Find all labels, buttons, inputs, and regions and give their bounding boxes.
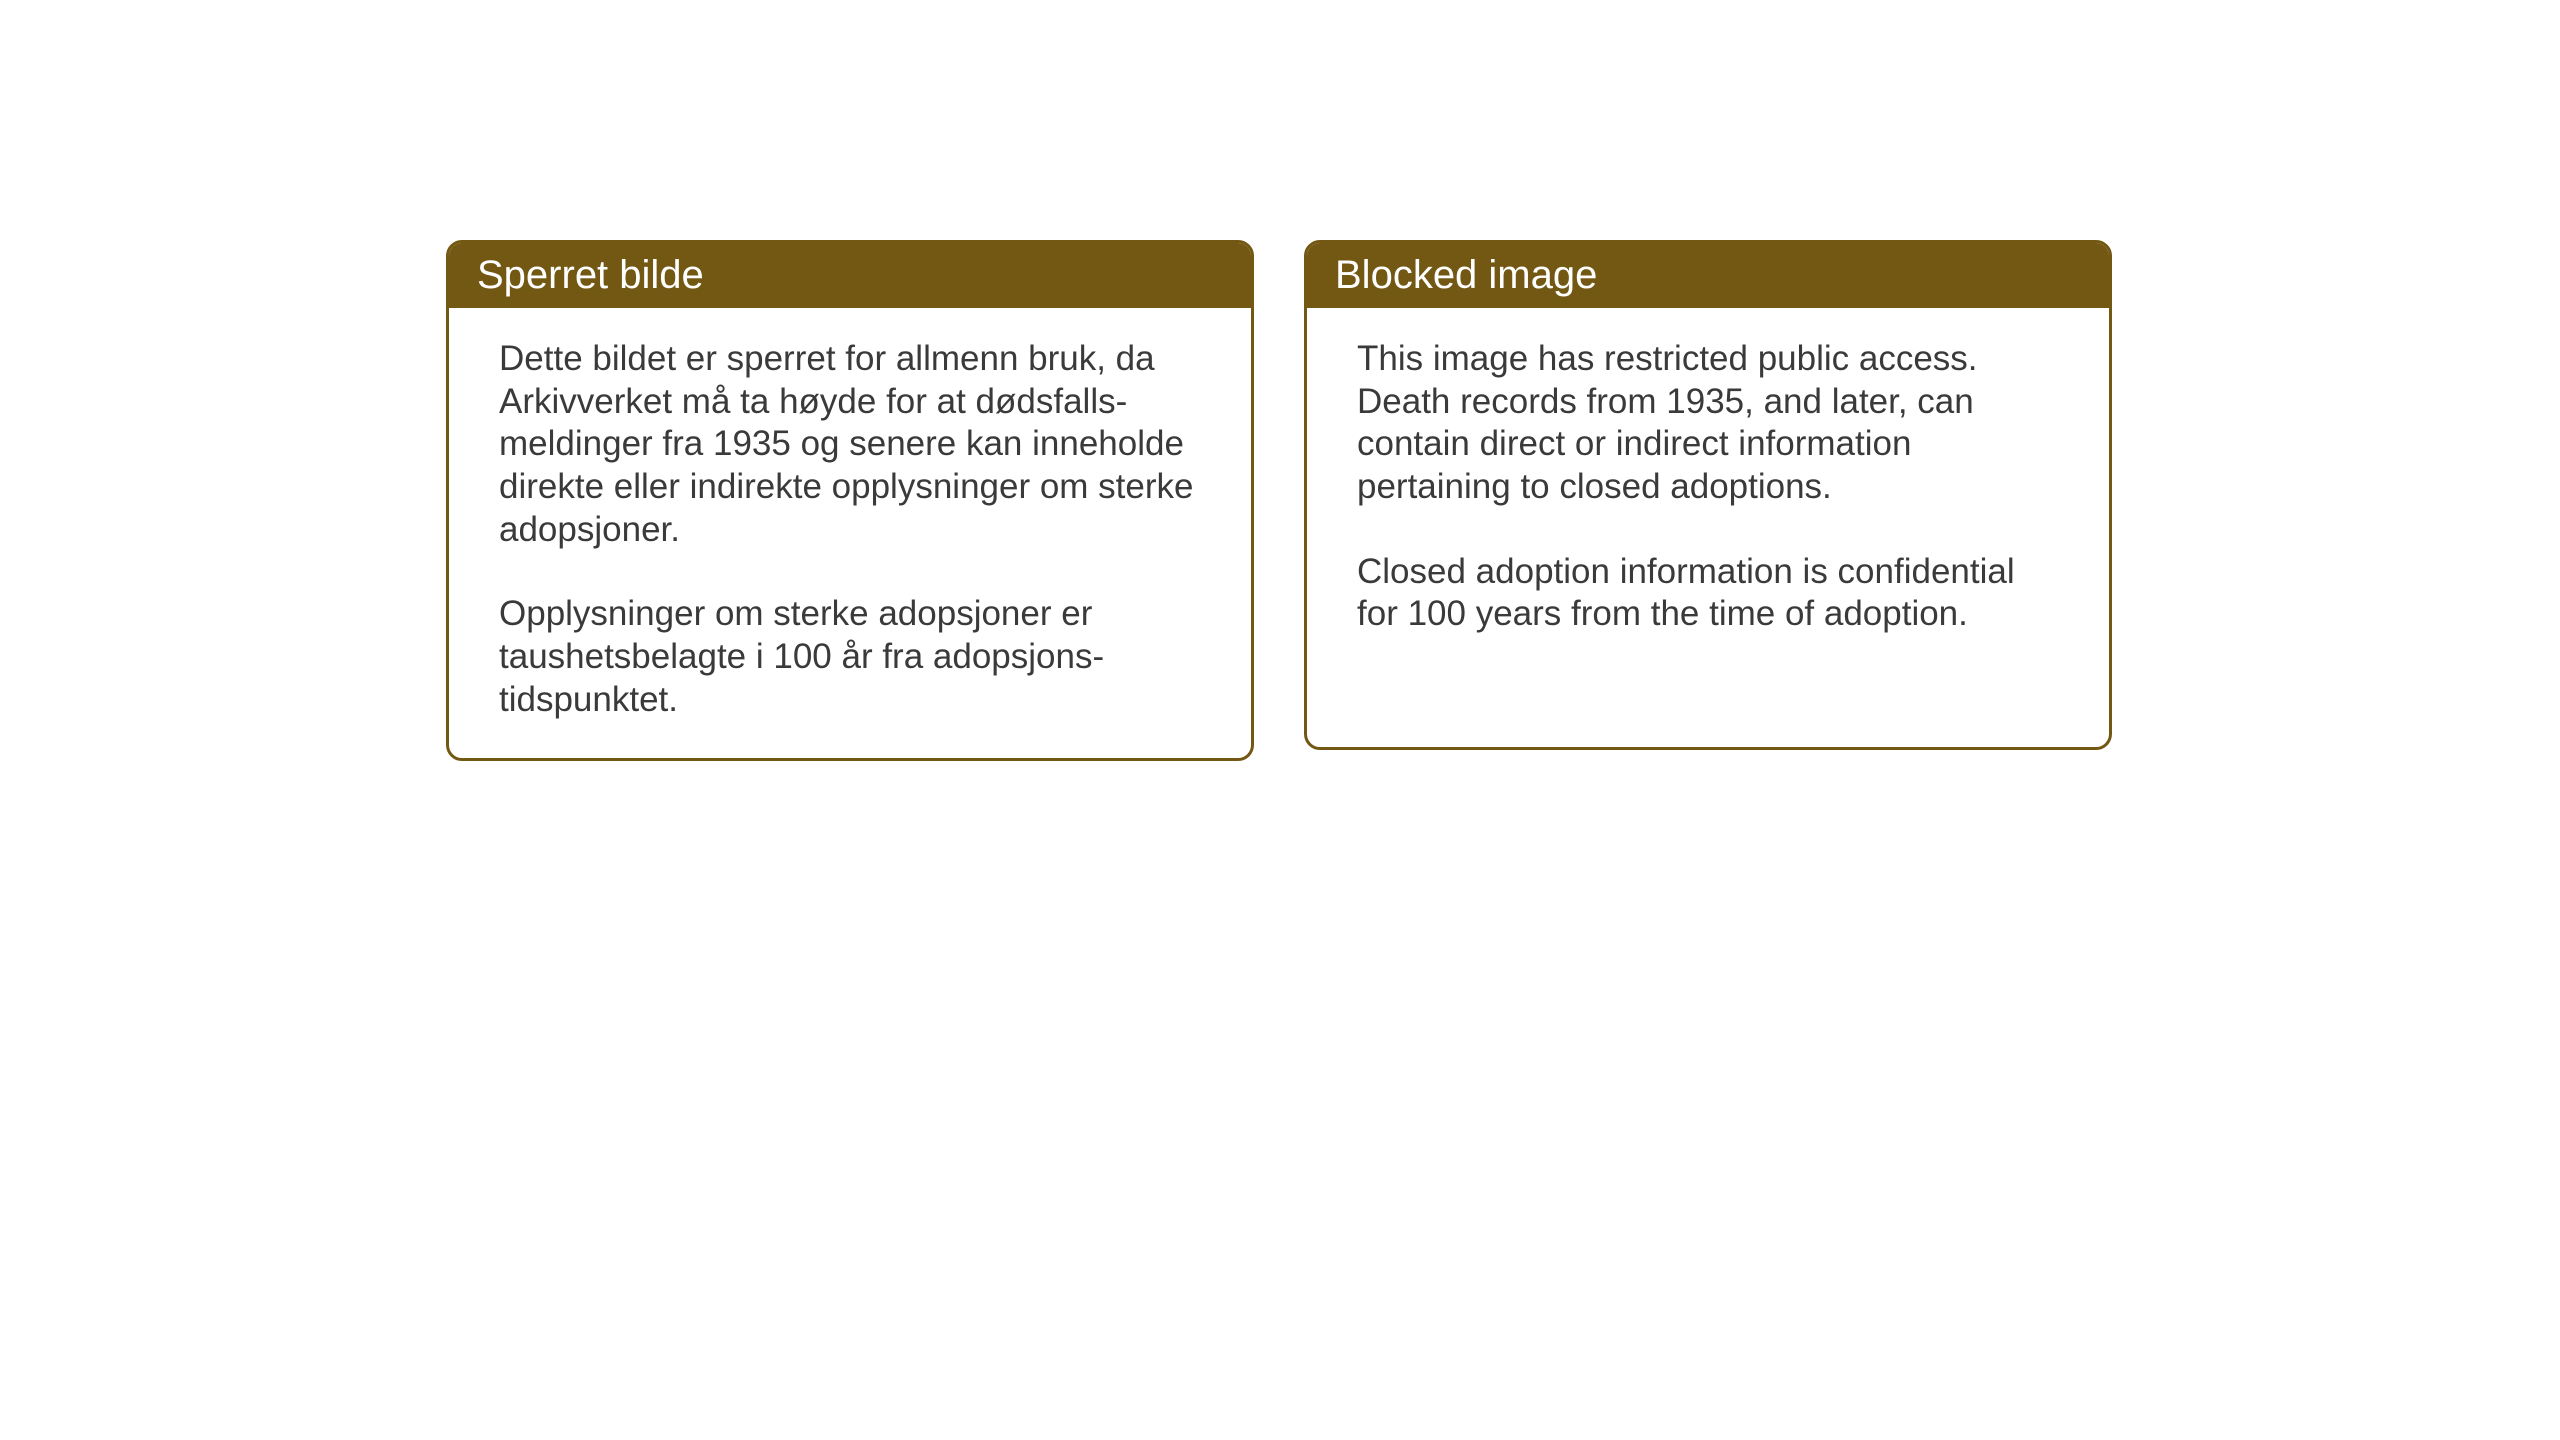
card-body-english: This image has restricted public access.… [1307, 308, 2109, 672]
paragraph-1-norwegian: Dette bildet er sperret for allmenn bruk… [499, 338, 1201, 551]
card-english: Blocked image This image has restricted … [1304, 240, 2112, 750]
card-title-english: Blocked image [1335, 253, 1597, 297]
card-header-norwegian: Sperret bilde [449, 243, 1251, 308]
paragraph-2-norwegian: Opplysninger om sterke adopsjoner er tau… [499, 593, 1201, 721]
card-title-norwegian: Sperret bilde [477, 253, 704, 297]
card-norwegian: Sperret bilde Dette bildet er sperret fo… [446, 240, 1254, 761]
card-header-english: Blocked image [1307, 243, 2109, 308]
paragraph-1-english: This image has restricted public access.… [1357, 338, 2059, 509]
paragraph-2-english: Closed adoption information is confident… [1357, 551, 2059, 636]
cards-container: Sperret bilde Dette bildet er sperret fo… [446, 240, 2112, 761]
card-body-norwegian: Dette bildet er sperret for allmenn bruk… [449, 308, 1251, 758]
